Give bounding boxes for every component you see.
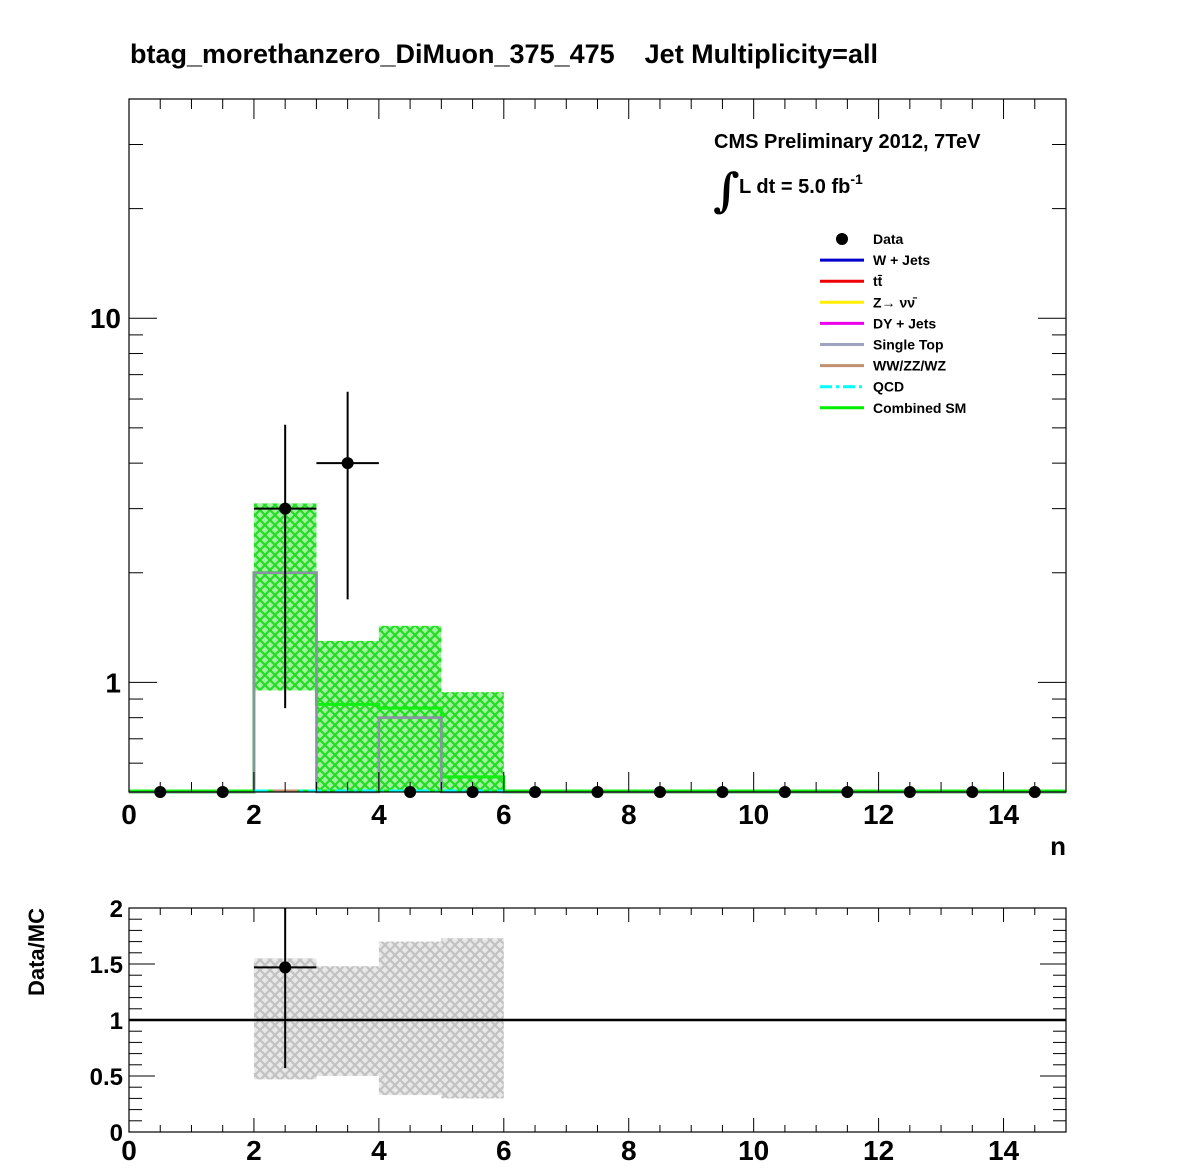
cms-preliminary-label: CMS Preliminary 2012, 7TeV — [714, 131, 981, 153]
x-tick-label: 8 — [621, 799, 637, 830]
sm-band-bin — [441, 692, 504, 792]
legend-label: Single Top — [873, 337, 944, 353]
ratio-x-tick-label: 6 — [496, 1135, 512, 1166]
ratio-y-ticks: 0 0.5 1 1.5 2 — [90, 896, 1066, 1147]
legend-label: tt̄ — [873, 273, 883, 289]
ratio-points — [253, 908, 317, 1069]
ratio-x-tick-label: 0 — [121, 1135, 137, 1166]
x-tick-label: 14 — [988, 799, 1020, 830]
ratio-x-tick-label: 4 — [371, 1135, 387, 1166]
x-tick-label: 2 — [246, 799, 262, 830]
chart-title: btag_morethanzero_DiMuon_375_475 Jet Mul… — [130, 39, 878, 69]
legend-label: Data — [873, 231, 904, 247]
ratio-x-tick-label: 2 — [246, 1135, 262, 1166]
ratio-y-tick-label: 1.5 — [90, 952, 123, 979]
luminosity-text: L dt = 5.0 fb — [739, 176, 850, 198]
integral-symbol: ∫ — [713, 163, 740, 217]
ratio-uncertainty-band — [253, 938, 504, 1099]
x-tick-label: 4 — [371, 799, 387, 830]
data-point — [279, 502, 292, 515]
x-tick-label: 0 — [121, 799, 137, 830]
sm-band-bin — [316, 640, 379, 792]
data-point — [341, 457, 354, 470]
ratio-x-tick-label: 8 — [621, 1135, 637, 1166]
y-tick-label: 10 — [90, 303, 121, 334]
main-y-ticks: 1 10 — [90, 98, 1066, 793]
ratio-x-tick-label: 12 — [863, 1135, 894, 1166]
x-tick-label: 10 — [738, 799, 769, 830]
legend-label: Z→ νν̄ — [873, 294, 918, 310]
ratio-y-tick-label: 0.5 — [90, 1064, 123, 1091]
luminosity-label: L dt = 5.0 fb-1 — [739, 171, 863, 198]
ratio-y-tick-label: 1 — [110, 1008, 123, 1035]
x-tick-label: 6 — [496, 799, 512, 830]
ratio-x-ticks: 0 2 4 6 8 10 12 14 — [121, 908, 1067, 1166]
ratio-x-tick-label: 14 — [988, 1135, 1020, 1166]
main-plot: 0 2 4 6 8 10 12 14 1 10 n — [90, 98, 1067, 861]
ratio-x-tick-label: 10 — [738, 1135, 769, 1166]
x-tick-label: 12 — [863, 799, 894, 830]
ratio-point — [279, 961, 292, 974]
ratio-y-tick-label: 0 — [110, 1120, 123, 1147]
ratio-band-bin — [378, 941, 442, 1096]
legend-label: QCD — [873, 379, 904, 395]
ratio-y-axis-label: Data/MC — [24, 908, 49, 996]
legend-label: DY + Jets — [873, 315, 936, 331]
main-x-axis-label: n — [1050, 831, 1066, 861]
ratio-y-tick-label: 2 — [110, 896, 123, 923]
legend-label: W + Jets — [873, 252, 930, 268]
legend-label: WW/ZZ/WZ — [873, 358, 947, 374]
legend-marker — [836, 233, 848, 245]
luminosity-exponent: -1 — [850, 171, 863, 187]
ratio-band-bin — [441, 938, 504, 1099]
main-x-ticks: 0 2 4 6 8 10 12 14 — [121, 99, 1067, 830]
cms-label-block: CMS Preliminary 2012, 7TeV ∫ L dt = 5.0 … — [713, 131, 981, 217]
legend-label: Combined SM — [873, 400, 966, 416]
ratio-plot: 0 2 4 6 8 10 12 14 0 0.5 1 1.5 2 Data/MC — [24, 896, 1067, 1166]
legend: Data W + Jets tt̄ Z→ νν̄ DY + Jets Single Top… — [820, 231, 966, 416]
y-tick-label: 1 — [105, 667, 121, 698]
